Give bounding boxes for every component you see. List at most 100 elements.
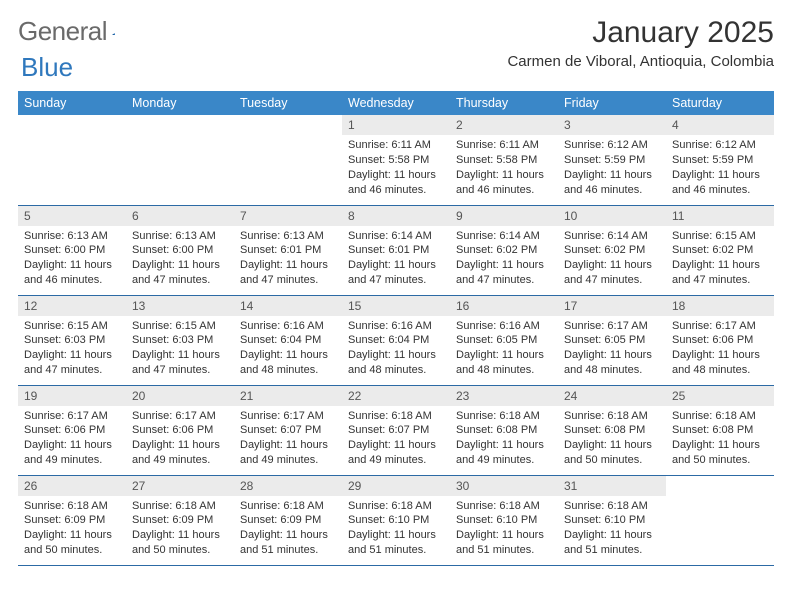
- day-number: 7: [234, 206, 342, 226]
- daylight-text: Daylight: 11 hours: [132, 258, 228, 273]
- day-body: Sunrise: 6:18 AMSunset: 6:08 PMDaylight:…: [450, 406, 558, 472]
- day-number: 26: [18, 476, 126, 496]
- logo: General: [18, 16, 136, 47]
- day-body: Sunrise: 6:12 AMSunset: 5:59 PMDaylight:…: [666, 135, 774, 201]
- sunrise-text: Sunrise: 6:17 AM: [132, 409, 228, 424]
- day-body: Sunrise: 6:17 AMSunset: 6:05 PMDaylight:…: [558, 316, 666, 382]
- calendar-cell: 3 Sunrise: 6:12 AMSunset: 5:59 PMDaylight…: [558, 115, 666, 205]
- calendar-cell: 16Sunrise: 6:16 AMSunset: 6:05 PMDayligh…: [450, 295, 558, 385]
- sunrise-text: Sunrise: 6:12 AM: [564, 138, 660, 153]
- calendar-cell: 20Sunrise: 6:17 AMSunset: 6:06 PMDayligh…: [126, 385, 234, 475]
- daylight-text: and 47 minutes.: [132, 363, 228, 378]
- daylight-text: Daylight: 11 hours: [564, 168, 660, 183]
- day-body: Sunrise: 6:17 AMSunset: 6:07 PMDaylight:…: [234, 406, 342, 472]
- calendar-week: 26Sunrise: 6:18 AMSunset: 6:09 PMDayligh…: [18, 475, 774, 565]
- day-number: 29: [342, 476, 450, 496]
- calendar-cell: 5Sunrise: 6:13 AMSunset: 6:00 PMDaylight…: [18, 205, 126, 295]
- daylight-text: and 51 minutes.: [564, 543, 660, 558]
- sunset-text: Sunset: 6:08 PM: [672, 423, 768, 438]
- daylight-text: Daylight: 11 hours: [672, 168, 768, 183]
- sunset-text: Sunset: 6:06 PM: [24, 423, 120, 438]
- weekday-header: Thursday: [450, 91, 558, 115]
- sunset-text: Sunset: 6:09 PM: [132, 513, 228, 528]
- day-body: Sunrise: 6:18 AMSunset: 6:10 PMDaylight:…: [342, 496, 450, 562]
- sunrise-text: Sunrise: 6:15 AM: [132, 319, 228, 334]
- day-number: 11: [666, 206, 774, 226]
- sunrise-text: Sunrise: 6:17 AM: [24, 409, 120, 424]
- daylight-text: Daylight: 11 hours: [24, 348, 120, 363]
- calendar-cell: 21Sunrise: 6:17 AMSunset: 6:07 PMDayligh…: [234, 385, 342, 475]
- sunset-text: Sunset: 6:02 PM: [672, 243, 768, 258]
- daylight-text: Daylight: 11 hours: [348, 168, 444, 183]
- day-number: 13: [126, 296, 234, 316]
- day-number: 3: [558, 115, 666, 135]
- daylight-text: and 46 minutes.: [348, 183, 444, 198]
- calendar-week: 5Sunrise: 6:13 AMSunset: 6:00 PMDaylight…: [18, 205, 774, 295]
- title-block: January 2025 Carmen de Viboral, Antioqui…: [507, 16, 774, 70]
- daylight-text: and 49 minutes.: [456, 453, 552, 468]
- daylight-text: and 51 minutes.: [456, 543, 552, 558]
- daylight-text: Daylight: 11 hours: [564, 348, 660, 363]
- calendar-cell: 15Sunrise: 6:16 AMSunset: 6:04 PMDayligh…: [342, 295, 450, 385]
- daylight-text: Daylight: 11 hours: [348, 528, 444, 543]
- calendar-week: 19Sunrise: 6:17 AMSunset: 6:06 PMDayligh…: [18, 385, 774, 475]
- day-body: Sunrise: 6:11 AMSunset: 5:58 PMDaylight:…: [342, 135, 450, 201]
- logo-triangle-icon: [112, 25, 115, 43]
- daylight-text: Daylight: 11 hours: [132, 528, 228, 543]
- daylight-text: Daylight: 11 hours: [456, 348, 552, 363]
- sunrise-text: Sunrise: 6:14 AM: [456, 229, 552, 244]
- day-number: 6: [126, 206, 234, 226]
- calendar-cell: 13Sunrise: 6:15 AMSunset: 6:03 PMDayligh…: [126, 295, 234, 385]
- sunrise-text: Sunrise: 6:18 AM: [240, 499, 336, 514]
- daylight-text: and 47 minutes.: [456, 273, 552, 288]
- daylight-text: Daylight: 11 hours: [456, 168, 552, 183]
- daylight-text: and 46 minutes.: [24, 273, 120, 288]
- sunset-text: Sunset: 6:10 PM: [564, 513, 660, 528]
- daylight-text: Daylight: 11 hours: [240, 528, 336, 543]
- calendar-cell: 19Sunrise: 6:17 AMSunset: 6:06 PMDayligh…: [18, 385, 126, 475]
- day-body: Sunrise: 6:16 AMSunset: 6:04 PMDaylight:…: [234, 316, 342, 382]
- day-body: Sunrise: 6:18 AMSunset: 6:09 PMDaylight:…: [126, 496, 234, 562]
- day-body: Sunrise: 6:18 AMSunset: 6:10 PMDaylight:…: [558, 496, 666, 562]
- calendar-cell: 27Sunrise: 6:18 AMSunset: 6:09 PMDayligh…: [126, 475, 234, 565]
- sunrise-text: Sunrise: 6:14 AM: [564, 229, 660, 244]
- sunset-text: Sunset: 6:10 PM: [348, 513, 444, 528]
- sunset-text: Sunset: 5:59 PM: [564, 153, 660, 168]
- day-body: Sunrise: 6:17 AMSunset: 6:06 PMDaylight:…: [126, 406, 234, 472]
- sunrise-text: Sunrise: 6:11 AM: [456, 138, 552, 153]
- sunrise-text: Sunrise: 6:17 AM: [672, 319, 768, 334]
- calendar-cell: 28Sunrise: 6:18 AMSunset: 6:09 PMDayligh…: [234, 475, 342, 565]
- sunrise-text: Sunrise: 6:18 AM: [24, 499, 120, 514]
- location: Carmen de Viboral, Antioquia, Colombia: [507, 53, 774, 70]
- daylight-text: Daylight: 11 hours: [672, 258, 768, 273]
- daylight-text: Daylight: 11 hours: [456, 258, 552, 273]
- day-number: 31: [558, 476, 666, 496]
- day-number: 5: [18, 206, 126, 226]
- sunset-text: Sunset: 6:04 PM: [348, 333, 444, 348]
- sunset-text: Sunset: 6:04 PM: [240, 333, 336, 348]
- weekday-header: Sunday: [18, 91, 126, 115]
- sunset-text: Sunset: 6:03 PM: [132, 333, 228, 348]
- sunrise-text: Sunrise: 6:16 AM: [348, 319, 444, 334]
- day-number: 22: [342, 386, 450, 406]
- weekday-header: Tuesday: [234, 91, 342, 115]
- sunset-text: Sunset: 5:59 PM: [672, 153, 768, 168]
- sunset-text: Sunset: 6:00 PM: [24, 243, 120, 258]
- sunset-text: Sunset: 6:07 PM: [240, 423, 336, 438]
- daylight-text: and 47 minutes.: [24, 363, 120, 378]
- sunrise-text: Sunrise: 6:18 AM: [564, 499, 660, 514]
- daylight-text: and 46 minutes.: [456, 183, 552, 198]
- sunset-text: Sunset: 6:05 PM: [564, 333, 660, 348]
- calendar-cell: [18, 115, 126, 205]
- day-body: Sunrise: 6:13 AMSunset: 6:01 PMDaylight:…: [234, 226, 342, 292]
- sunrise-text: Sunrise: 6:18 AM: [672, 409, 768, 424]
- calendar-cell: 12Sunrise: 6:15 AMSunset: 6:03 PMDayligh…: [18, 295, 126, 385]
- sunset-text: Sunset: 6:03 PM: [24, 333, 120, 348]
- daylight-text: Daylight: 11 hours: [348, 258, 444, 273]
- calendar-cell: 22Sunrise: 6:18 AMSunset: 6:07 PMDayligh…: [342, 385, 450, 475]
- daylight-text: and 48 minutes.: [672, 363, 768, 378]
- sunset-text: Sunset: 6:06 PM: [672, 333, 768, 348]
- daylight-text: Daylight: 11 hours: [456, 438, 552, 453]
- day-number: 14: [234, 296, 342, 316]
- day-body: Sunrise: 6:14 AMSunset: 6:02 PMDaylight:…: [450, 226, 558, 292]
